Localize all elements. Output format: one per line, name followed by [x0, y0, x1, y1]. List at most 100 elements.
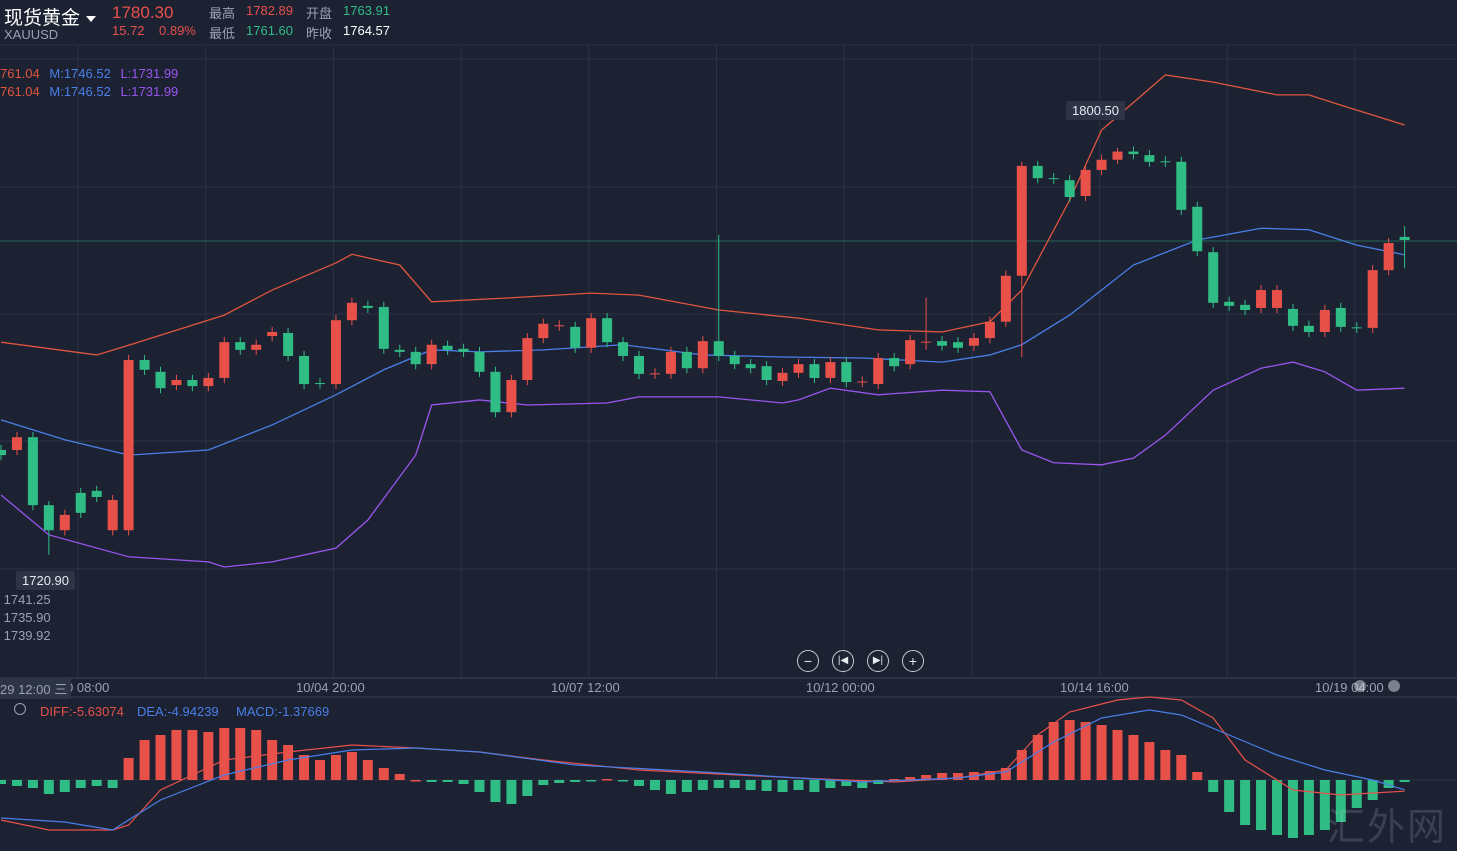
macd-histogram-bar — [267, 740, 278, 780]
candle-body — [490, 371, 501, 413]
scroll-back-button[interactable]: |◀ — [832, 650, 854, 672]
macd-histogram-bar — [713, 780, 724, 788]
macd-histogram-bar — [1287, 780, 1298, 838]
macd-histogram-bar — [43, 780, 54, 794]
bollinger-lower-line — [0, 361, 1405, 568]
scroll-handle-right[interactable] — [1388, 680, 1400, 692]
macd-histogram-bar — [841, 780, 852, 786]
macd-histogram-bar — [1367, 780, 1378, 800]
scroll-forward-button[interactable]: ▶| — [867, 650, 889, 672]
watermark: 汇外网 — [1326, 805, 1447, 849]
middle-band-value: M:1746.52 — [49, 66, 111, 81]
settings-icon[interactable] — [14, 703, 26, 715]
macd-histogram-bar — [921, 775, 932, 780]
candle-body — [953, 342, 963, 348]
macd-histogram-bar — [91, 780, 102, 786]
macd-histogram-bar — [1272, 780, 1282, 835]
candle-body — [713, 341, 724, 356]
macd-histogram-bar — [75, 780, 86, 788]
candle-body — [921, 341, 932, 343]
ohlc-low: 低 1735.90 — [0, 610, 51, 625]
candle-body — [91, 490, 102, 498]
candle-body — [1399, 236, 1410, 240]
plus-icon: + — [908, 653, 918, 669]
macd-histogram-bar — [1192, 772, 1203, 780]
price-change: 15.72 — [112, 23, 145, 38]
macd-histogram-bar — [618, 780, 629, 782]
macd-histogram-bar — [107, 780, 118, 788]
macd-histogram-bar — [649, 780, 660, 790]
candle-body — [1080, 169, 1091, 197]
candle-body — [506, 379, 517, 413]
macd-histogram-bar — [953, 773, 963, 780]
candle-body — [0, 449, 6, 456]
candle-body — [1032, 165, 1043, 179]
macd-histogram-bar — [315, 760, 325, 780]
candle-body — [251, 344, 262, 350]
macd-histogram-bar — [697, 780, 708, 790]
candle-body — [426, 344, 437, 365]
macd-histogram-bar — [1144, 742, 1155, 780]
macd-histogram-bar — [330, 755, 341, 780]
macd-histogram-bar — [1208, 780, 1219, 792]
time-axis-label: 10/12 00:00 — [806, 680, 875, 695]
scroll-handle-left[interactable] — [1354, 680, 1366, 692]
macd-histogram-bar — [570, 780, 581, 782]
time-axis-label: 10/19 04:00 — [1315, 680, 1384, 695]
candle-body — [394, 349, 405, 352]
macd-histogram-bar — [793, 780, 804, 790]
candle-body — [1016, 165, 1027, 276]
candle-body — [1272, 290, 1282, 308]
time-axis-label: 10/14 16:00 — [1060, 680, 1129, 695]
open-value: 1763.91 — [343, 3, 390, 18]
high-value: 1782.89 — [246, 3, 293, 18]
candle-body — [1240, 304, 1251, 310]
macd-histogram-bar — [1048, 722, 1059, 780]
candle-body — [1319, 309, 1330, 332]
candle-body — [937, 341, 948, 346]
candle-body — [602, 318, 613, 343]
candle-body — [1112, 151, 1123, 160]
candle-body — [1367, 270, 1378, 328]
time-axis-label: 10/07 12:00 — [551, 680, 620, 695]
macd-histogram-bar — [203, 732, 214, 780]
macd-histogram-bar — [761, 780, 772, 791]
candle-body — [378, 306, 389, 349]
zoom-in-button[interactable]: + — [902, 650, 924, 672]
candle-body — [697, 341, 708, 369]
crosshair-time-label: 29 12:00 三 — [0, 678, 72, 699]
macd-histogram-bar — [1240, 780, 1251, 825]
zoom-out-button[interactable]: − — [797, 650, 819, 672]
macd-histogram-bar — [458, 780, 469, 784]
candle-body — [649, 373, 660, 375]
candle-body — [203, 377, 214, 387]
macd-histogram-bar — [394, 774, 405, 780]
macd-histogram-bar — [0, 780, 6, 784]
macd-histogram-bar — [1112, 730, 1123, 780]
candle-body — [873, 358, 884, 385]
candle-body — [681, 351, 692, 369]
candle-body — [793, 364, 804, 373]
low-value: 1761.60 — [246, 23, 293, 38]
candle-body — [1351, 327, 1362, 329]
candle-body — [634, 355, 644, 374]
candle-body — [346, 302, 357, 321]
lower-band-value: L:1731.99 — [120, 84, 179, 99]
candle-body — [235, 342, 246, 350]
candle-body — [1192, 206, 1203, 252]
min-price-tooltip: 1720.90 — [16, 571, 75, 590]
prev-close-value: 1764.57 — [343, 23, 390, 38]
macd-histogram-bar — [1096, 725, 1107, 780]
instrument-selector[interactable]: 现货黄金 — [4, 3, 97, 30]
macd-dea-value: DEA:-4.94239 — [137, 704, 219, 719]
candle-body — [1287, 308, 1298, 326]
macd-histogram-bar — [1016, 750, 1027, 780]
time-axis-label: 0 08:00 — [66, 680, 110, 695]
bollinger-legend-2: 761.04 M:1746.52 L:1731.99 — [0, 84, 178, 99]
macd-histogram-bar — [251, 730, 262, 780]
candle-body — [330, 320, 341, 385]
candle-body — [11, 437, 22, 450]
macd-histogram-bar — [937, 773, 948, 780]
candle-body — [825, 362, 836, 378]
